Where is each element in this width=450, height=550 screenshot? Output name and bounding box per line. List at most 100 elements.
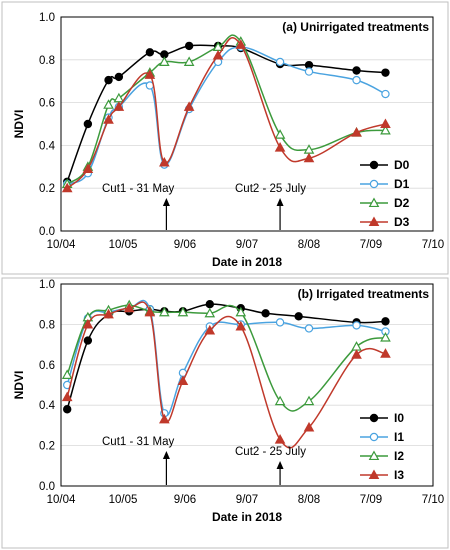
- x-tick-label: 7/10: [422, 494, 444, 506]
- data-point-D3: [303, 152, 315, 163]
- panel-border: [1, 1, 449, 275]
- y-tick-label: 1.0: [39, 279, 55, 291]
- chart-panel-b: 0.0 0.2 0.4 0.6 0.8 1.0 10/04 10/05 9/06 9/07 8/08…: [1, 277, 449, 549]
- plot-area: [60, 16, 434, 232]
- y-tick-label: 0.4: [39, 400, 56, 412]
- x-tick-label: 10/04: [47, 239, 76, 251]
- data-point-D3: [82, 163, 94, 173]
- legend-label: D2: [394, 196, 410, 210]
- data-point-I3: [123, 302, 135, 313]
- annotation-cut1: Cut1 - 31 May: [102, 183, 174, 230]
- legend-marker: [369, 432, 379, 442]
- x-tick-label: 10/05: [109, 239, 138, 251]
- y-tick-label: 0.2: [39, 441, 55, 453]
- annotation-arrow-head: [162, 198, 170, 206]
- data-point-D0: [184, 41, 194, 51]
- data-point-I2: [61, 369, 73, 379]
- x-tick-label: 9/07: [236, 239, 258, 251]
- x-tick-label: 7/09: [360, 494, 382, 506]
- data-point-I2: [159, 306, 170, 317]
- data-point-D3: [380, 118, 391, 129]
- legend-label: I0: [394, 411, 404, 425]
- data-point-I2: [380, 331, 391, 342]
- x-tick-label: 9/06: [174, 239, 196, 251]
- legend-label: D0: [394, 158, 410, 172]
- legend-entry-D2: D2: [360, 196, 410, 210]
- chart-title: (b) Irrigated treatments: [298, 287, 430, 301]
- data-point-D3: [61, 182, 73, 193]
- data-point-D0: [83, 119, 93, 129]
- legend-entry-D1: D1: [360, 177, 410, 191]
- data-point-D3: [351, 127, 362, 137]
- data-point-D0: [381, 68, 390, 77]
- data-point-D1: [352, 75, 361, 85]
- annotation-label: Cut2 - 25 July: [235, 446, 306, 458]
- data-point-I3: [82, 318, 94, 329]
- x-tick-label: 8/08: [298, 239, 320, 251]
- x-tick-label: 8/08: [298, 494, 320, 506]
- series-D3: [61, 37, 391, 193]
- x-tick-label: 7/10: [422, 239, 444, 251]
- data-point-D2: [380, 124, 391, 135]
- data-point-D3: [144, 69, 156, 79]
- data-point-D2: [183, 56, 195, 66]
- y-tick-label: 0.8: [39, 319, 55, 331]
- data-point-D1: [381, 89, 390, 99]
- data-point-I3: [144, 306, 156, 317]
- x-axis-title: Date in 2018: [212, 255, 282, 269]
- data-point-I0: [381, 317, 390, 326]
- legend-label: I2: [394, 449, 404, 463]
- annotation-arrow-head: [276, 198, 284, 206]
- y-axis-title: NDVI: [12, 110, 26, 139]
- annotation-cut1: Cut1 - 31 May: [102, 436, 174, 485]
- x-tick-label: 10/04: [47, 494, 76, 506]
- data-point-I3: [351, 349, 362, 359]
- data-point-I2: [303, 395, 315, 406]
- data-point-I3: [159, 413, 170, 424]
- data-point-D3: [274, 142, 286, 152]
- legend-marker: [368, 197, 380, 208]
- legend-entry-D3: D3: [360, 215, 410, 229]
- data-point-I2: [235, 306, 247, 317]
- y-axis-title: NDVI: [12, 371, 26, 400]
- data-point-I1: [275, 318, 285, 327]
- y-tick-label: 0.0: [39, 481, 55, 493]
- data-point-D3: [159, 156, 170, 167]
- data-point-D3: [212, 49, 224, 60]
- data-point-D0: [145, 48, 155, 57]
- series-D0: [62, 41, 390, 186]
- y-tick-label: 0.2: [39, 183, 55, 195]
- y-tick-label: 1.0: [39, 12, 55, 24]
- annotation-arrow-head: [276, 461, 284, 469]
- data-point-I0: [205, 300, 214, 309]
- legend-marker: [369, 413, 379, 423]
- chart-title: (a) Unirrigated treatments: [282, 20, 429, 34]
- legend-label: I1: [394, 430, 404, 444]
- legend-entry-I0: I0: [360, 411, 404, 425]
- data-point-I3: [204, 324, 216, 335]
- annotation-label: Cut2 - 25 July: [235, 183, 306, 195]
- data-point-D2: [159, 56, 170, 66]
- legend-marker: [369, 160, 379, 170]
- data-point-I3: [380, 348, 391, 358]
- x-tick-label: 10/05: [109, 494, 138, 506]
- data-point-I3: [177, 375, 189, 385]
- data-point-D3: [113, 101, 125, 111]
- data-point-D0: [104, 75, 113, 85]
- data-point-D3: [183, 101, 195, 111]
- y-tick-label: 0.6: [39, 98, 55, 110]
- data-point-I0: [261, 309, 270, 318]
- data-point-I2: [177, 306, 189, 317]
- x-tick-label: 9/06: [174, 494, 196, 506]
- y-tick-label: 0.6: [39, 360, 55, 372]
- data-point-D1: [275, 57, 285, 67]
- data-point-I3: [303, 421, 315, 432]
- data-point-D3: [235, 39, 247, 49]
- legend-label: I3: [394, 468, 404, 482]
- annotation-cut2: Cut2 - 25 July: [235, 183, 306, 230]
- data-point-I3: [61, 391, 73, 402]
- legend-marker: [369, 179, 379, 189]
- legend-label: D1: [394, 177, 410, 191]
- legend-marker: [368, 469, 380, 480]
